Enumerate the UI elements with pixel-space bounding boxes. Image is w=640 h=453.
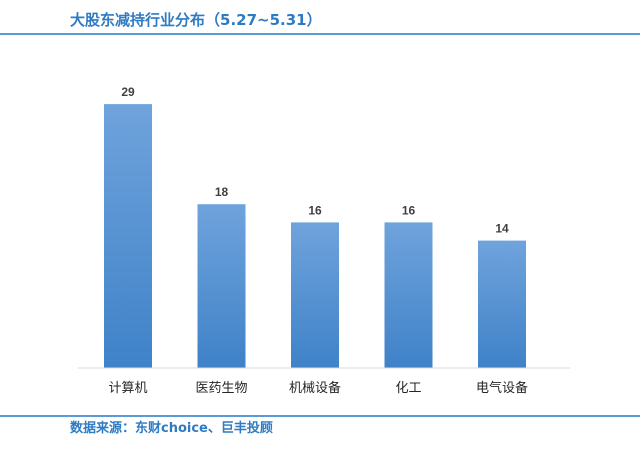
bottom-divider [0, 415, 640, 417]
category-label: 电气设备 [476, 380, 528, 396]
bar-value-label: 16 [308, 203, 322, 217]
category-label: 化工 [395, 381, 421, 396]
bar-4 [478, 240, 526, 368]
chart-title: 大股东减持行业分布（5.27~5.31） [70, 11, 322, 29]
bar-0 [104, 104, 152, 368]
bar-2 [291, 222, 339, 368]
bar-value-label: 18 [215, 185, 229, 199]
top-divider [0, 33, 640, 35]
bar-1 [197, 204, 246, 368]
category-label: 机械设备 [289, 380, 341, 396]
source-note: 数据来源：东财choice、巨丰投顾 [70, 421, 273, 436]
category-axis-labels: 计算机 医药生物 机械设备 化工 电气设备 [108, 380, 528, 396]
bar-value-label: 14 [495, 222, 509, 236]
bar-3 [384, 222, 433, 368]
bar-series: 29 18 16 16 14 [104, 85, 526, 368]
bar-value-label: 29 [121, 85, 135, 99]
bar-value-label: 16 [402, 203, 416, 217]
category-label: 计算机 [108, 381, 147, 396]
category-label: 医药生物 [195, 381, 247, 396]
